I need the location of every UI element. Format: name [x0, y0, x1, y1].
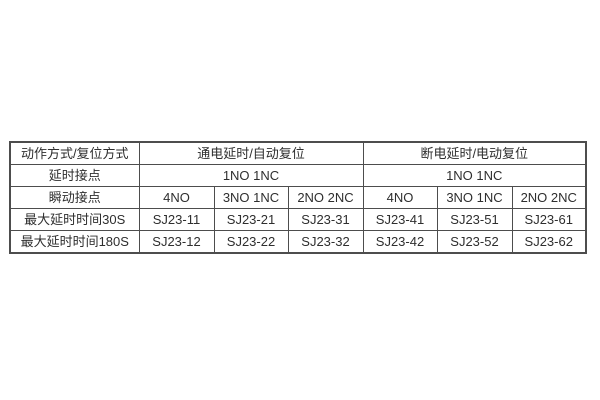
- cell-contact-config: 2NO 2NC: [511, 186, 587, 209]
- table-row-mode-header: 动作方式/复位方式 通电延时/自动复位 断电延时/电动复位: [9, 141, 587, 165]
- cell-model-number: SJ23-51: [436, 208, 513, 231]
- cell-delay-contacts-label: 延时接点: [9, 164, 140, 187]
- cell-model-number: SJ23-62: [511, 230, 587, 254]
- cell-action-reset-mode-label: 动作方式/复位方式: [9, 141, 140, 165]
- cell-model-number: SJ23-11: [138, 208, 215, 231]
- table-row-max-delay-180s: 最大延时时间180S SJ23-12 SJ23-22 SJ23-32 SJ23-…: [9, 230, 587, 254]
- cell-delay-contacts-left: 1NO 1NC: [138, 164, 364, 187]
- cell-contact-config: 3NO 1NC: [436, 186, 513, 209]
- cell-instant-contacts-label: 瞬动接点: [9, 186, 140, 209]
- cell-model-number: SJ23-22: [213, 230, 289, 254]
- cell-max-delay-180s-label: 最大延时时间180S: [9, 230, 140, 254]
- cell-max-delay-30s-label: 最大延时时间30S: [9, 208, 140, 231]
- cell-model-number: SJ23-21: [213, 208, 289, 231]
- cell-model-number: SJ23-32: [287, 230, 364, 254]
- cell-model-number: SJ23-42: [362, 230, 438, 254]
- table-row-max-delay-30s: 最大延时时间30S SJ23-11 SJ23-21 SJ23-31 SJ23-4…: [9, 208, 587, 231]
- cell-model-number: SJ23-31: [287, 208, 364, 231]
- table-row-delay-contacts: 延时接点 1NO 1NC 1NO 1NC: [9, 164, 587, 187]
- cell-contact-config: 4NO: [138, 186, 215, 209]
- cell-deenergize-delay-header: 断电延时/电动复位: [362, 141, 587, 165]
- cell-contact-config: 3NO 1NC: [213, 186, 289, 209]
- cell-contact-config: 2NO 2NC: [287, 186, 364, 209]
- cell-model-number: SJ23-61: [511, 208, 587, 231]
- cell-model-number: SJ23-52: [436, 230, 513, 254]
- cell-energize-delay-header: 通电延时/自动复位: [138, 141, 364, 165]
- cell-model-number: SJ23-12: [138, 230, 215, 254]
- table-row-instant-contacts: 瞬动接点 4NO 3NO 1NC 2NO 2NC 4NO 3NO 1NC 2NO…: [9, 186, 587, 209]
- cell-model-number: SJ23-41: [362, 208, 438, 231]
- cell-delay-contacts-right: 1NO 1NC: [362, 164, 587, 187]
- cell-contact-config: 4NO: [362, 186, 438, 209]
- relay-spec-table: 动作方式/复位方式 通电延时/自动复位 断电延时/电动复位 延时接点 1NO 1…: [9, 141, 587, 254]
